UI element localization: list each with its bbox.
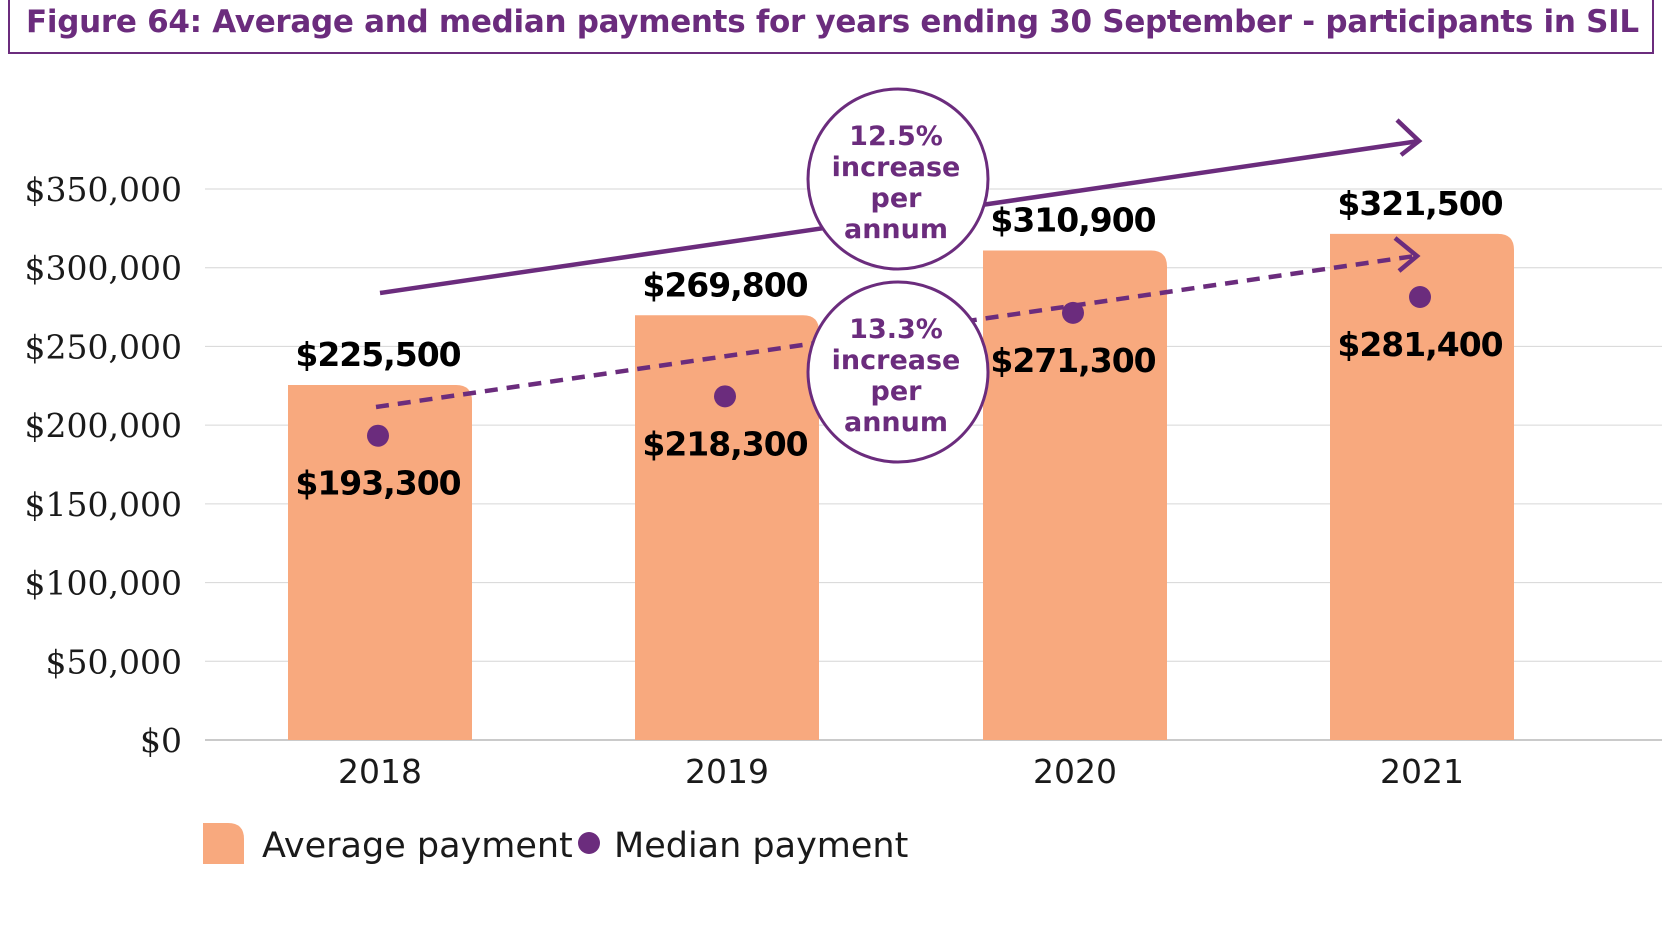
annotation-text: annum <box>844 214 948 245</box>
legend: Average payment Median payment <box>203 823 908 866</box>
average-value-label: $310,900 <box>990 201 1155 240</box>
legend-label-median: Median payment <box>614 826 908 866</box>
annotation-text: 12.5% <box>849 121 943 152</box>
y-tick-label: $300,000 <box>25 249 182 288</box>
data-labels: $225,500 $269,800 $310,900 $321,500 $193,300… <box>295 184 1503 503</box>
annotations: 12.5%increaseperannum13.3%increaseperann… <box>806 87 990 464</box>
median-point-2018 <box>367 424 389 447</box>
y-tick-label: $0 <box>140 721 182 760</box>
average-value-label: $225,500 <box>295 335 460 374</box>
median-points <box>367 285 1431 447</box>
y-tick-label: $250,000 <box>25 327 182 366</box>
median-value-label: $271,300 <box>990 341 1155 380</box>
x-tick-label: 2021 <box>1380 752 1464 791</box>
annotation-circle <box>806 280 990 464</box>
average-value-label: $269,800 <box>642 265 807 304</box>
x-axis: 2018 2019 2020 2021 <box>338 752 1464 791</box>
annotation-text: increase <box>832 345 961 376</box>
bar-average-2020 <box>983 250 1167 740</box>
y-tick-label: $200,000 <box>25 406 182 445</box>
chart-title: Figure 64: Average and median payments f… <box>26 4 1639 40</box>
median-point-2020 <box>1062 301 1084 324</box>
legend-label-average: Average payment <box>262 826 573 866</box>
legend-marker-median <box>578 832 600 854</box>
annotation-circle <box>806 87 990 271</box>
bar-average-2021 <box>1330 233 1514 741</box>
x-tick-label: 2019 <box>685 752 769 791</box>
x-tick-label: 2018 <box>338 752 422 791</box>
annotation-text: per <box>871 183 923 214</box>
bars <box>288 233 1514 741</box>
median-value-label: $193,300 <box>295 464 460 503</box>
y-tick-label: $50,000 <box>46 642 182 681</box>
y-tick-label: $150,000 <box>25 485 182 524</box>
average-trend-arrowhead <box>1395 118 1423 157</box>
y-tick-label: $350,000 <box>25 170 182 209</box>
annotation-text: 13.3% <box>849 314 943 345</box>
title-box: Figure 64: Average and median payments f… <box>8 0 1654 54</box>
average-value-label: $321,500 <box>1337 184 1502 223</box>
y-axis: $0 $50,000 $100,000 $150,000 $200,000 $250,00… <box>25 170 182 760</box>
median-trend-arrowhead <box>1393 236 1421 273</box>
median-value-label: $281,400 <box>1337 325 1502 364</box>
annotation-text: increase <box>832 152 961 183</box>
median-point-2021 <box>1409 285 1431 308</box>
median-value-label: $218,300 <box>642 424 807 463</box>
x-tick-label: 2020 <box>1033 752 1117 791</box>
legend-swatch-average <box>203 823 244 864</box>
annotation-text: annum <box>844 407 948 438</box>
bar-average-2019 <box>635 315 819 740</box>
median-point-2019 <box>714 385 736 408</box>
bar-average-2018 <box>288 384 472 740</box>
y-tick-label: $100,000 <box>25 564 182 603</box>
annotation-text: per <box>871 376 923 407</box>
